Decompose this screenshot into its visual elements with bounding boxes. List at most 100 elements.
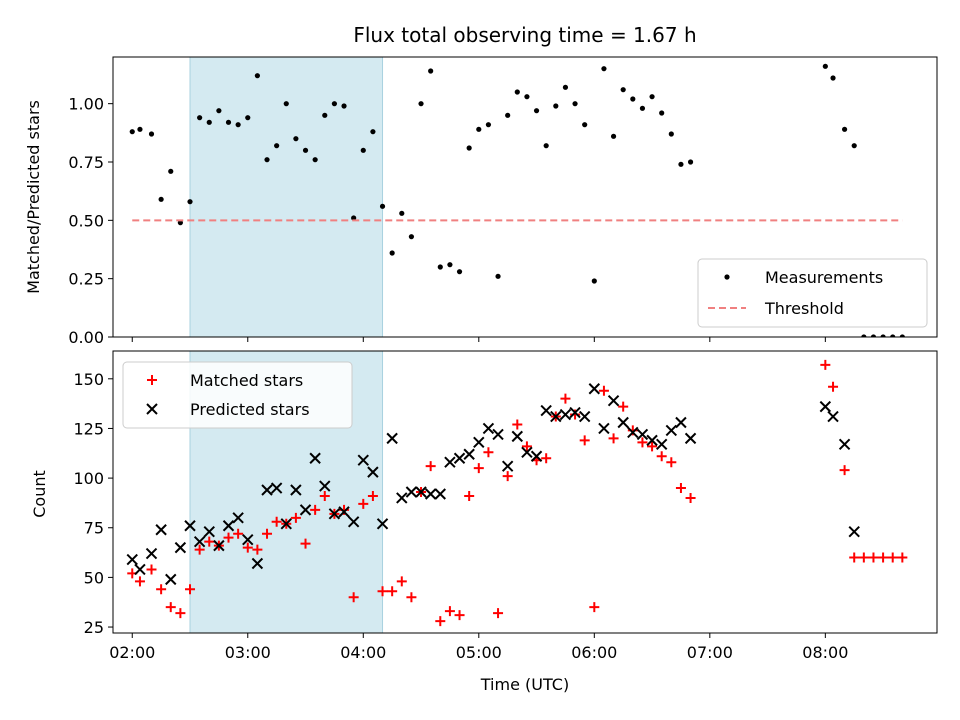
y-tick-label: 150 — [73, 370, 104, 389]
matched-stars-point — [685, 492, 696, 503]
predicted-stars-point — [827, 410, 839, 423]
measurement-point — [899, 334, 905, 337]
predicted-stars-point — [588, 383, 601, 395]
measurement-point — [649, 94, 655, 100]
matched-stars-point — [839, 465, 850, 476]
measurement-point — [389, 250, 395, 256]
matched-stars-point — [271, 516, 282, 527]
matched-stars-point — [377, 586, 388, 597]
matched-stars-point — [666, 457, 677, 468]
measurement-point — [322, 112, 328, 118]
matched-stars-point — [252, 544, 263, 555]
matched-stars-point — [493, 608, 504, 619]
matched-stars-point — [319, 490, 330, 501]
measurement-point — [524, 94, 530, 100]
legend-matched-label: Matched stars — [190, 371, 303, 390]
predicted-stars-point — [184, 520, 196, 532]
x-tick-label: 07:00 — [687, 643, 733, 662]
y-tick-label: 100 — [73, 469, 104, 488]
measurement-point — [370, 129, 376, 135]
measurement-point — [582, 122, 588, 128]
legend-threshold-label: Threshold — [764, 299, 844, 318]
measurement-point — [408, 234, 415, 240]
predicted-stars-point — [636, 428, 649, 441]
matched-stars-point — [541, 453, 552, 464]
measurement-point — [274, 143, 280, 149]
predicted-stars-point — [193, 535, 206, 548]
measurement-point — [880, 334, 886, 337]
predicted-stars-point — [530, 450, 543, 462]
predicted-stars-point — [367, 466, 379, 478]
y-tick-label: 75 — [84, 519, 104, 538]
measurement-point — [630, 96, 636, 102]
measurement-point — [428, 68, 434, 74]
legend-predicted-marker — [146, 403, 158, 415]
predicted-stars-point — [540, 404, 552, 417]
matched-stars-point — [887, 552, 898, 563]
measurement-point — [533, 108, 540, 114]
predicted-stars-point — [492, 428, 504, 441]
predicted-stars-point — [511, 430, 524, 443]
matched-stars-point — [656, 451, 667, 462]
matched-stars-point — [647, 441, 658, 452]
x-tick-label: 06:00 — [571, 643, 617, 662]
matched-stars-point — [435, 616, 446, 627]
measurement-point — [225, 119, 232, 125]
measurement-point — [148, 131, 155, 137]
matched-stars-point — [512, 419, 523, 430]
predicted-stars-point — [145, 547, 158, 560]
legend-matched-marker — [147, 375, 157, 385]
predicted-stars-point — [134, 563, 146, 576]
matched-stars-point — [598, 385, 609, 396]
matched-stars-point — [290, 512, 301, 523]
x-tick-label: 04:00 — [340, 643, 386, 662]
x-tick-label: 08:00 — [802, 643, 848, 662]
measurement-point — [830, 75, 836, 81]
predicted-stars-point — [453, 452, 466, 464]
predicted-stars-point — [617, 416, 629, 429]
measurement-point — [341, 103, 347, 109]
legend-box — [697, 258, 928, 328]
predicted-stars-point — [232, 512, 244, 524]
matched-stars-point — [608, 433, 619, 444]
measurement-point — [235, 122, 241, 128]
matched-stars-point — [396, 576, 407, 587]
predicted-stars-point — [309, 452, 321, 464]
measurement-point — [379, 203, 386, 209]
matched-stars-point — [878, 552, 889, 563]
matched-stars-point — [146, 564, 157, 575]
matched-stars-point — [483, 447, 494, 458]
measurement-point — [687, 159, 694, 165]
plot-area — [129, 63, 905, 337]
matched-stars-point — [262, 528, 273, 539]
predicted-stars-point — [675, 416, 687, 429]
measurement-point — [302, 147, 309, 153]
matched-stars-point — [387, 586, 398, 597]
matched-stars-point — [828, 381, 839, 392]
y-tick-label: 50 — [84, 568, 104, 587]
y-tick-label: 125 — [73, 419, 104, 438]
measurement-point — [418, 101, 424, 107]
measurement-point — [137, 126, 143, 132]
matched-stars-point — [194, 544, 205, 555]
measurement-point — [466, 145, 472, 151]
predicted-stars-point — [376, 518, 389, 530]
measurement-point — [360, 147, 366, 153]
predicted-stars-point — [819, 400, 832, 413]
predicted-stars-point — [569, 406, 581, 419]
plot-area — [126, 359, 908, 627]
predicted-stars-point — [444, 456, 456, 468]
x-tick-label: 02:00 — [109, 643, 155, 662]
matched-stars-point — [233, 528, 244, 539]
matched-stars-point — [358, 498, 369, 509]
measurement-point — [495, 273, 501, 279]
measurement-point — [245, 115, 251, 121]
measurement-point — [668, 131, 674, 137]
predicted-stars-point — [684, 432, 697, 445]
measurement-point — [447, 262, 453, 268]
predicted-stars-point — [386, 432, 398, 445]
matched-stars-point — [223, 532, 234, 543]
predicted-stars-point — [174, 541, 187, 554]
measurement-point — [890, 334, 896, 337]
